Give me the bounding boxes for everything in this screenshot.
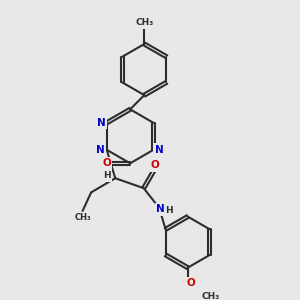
Text: N: N	[97, 118, 106, 128]
Text: N: N	[96, 145, 105, 155]
Text: CH₃: CH₃	[201, 292, 220, 300]
Text: O: O	[186, 278, 195, 288]
Text: N: N	[156, 205, 165, 214]
Text: H: H	[103, 171, 111, 180]
Text: H: H	[165, 206, 173, 214]
Text: CH₃: CH₃	[135, 18, 153, 27]
Text: O: O	[151, 160, 159, 170]
Text: N: N	[155, 145, 164, 155]
Text: O: O	[102, 158, 111, 168]
Text: CH₃: CH₃	[74, 214, 91, 223]
